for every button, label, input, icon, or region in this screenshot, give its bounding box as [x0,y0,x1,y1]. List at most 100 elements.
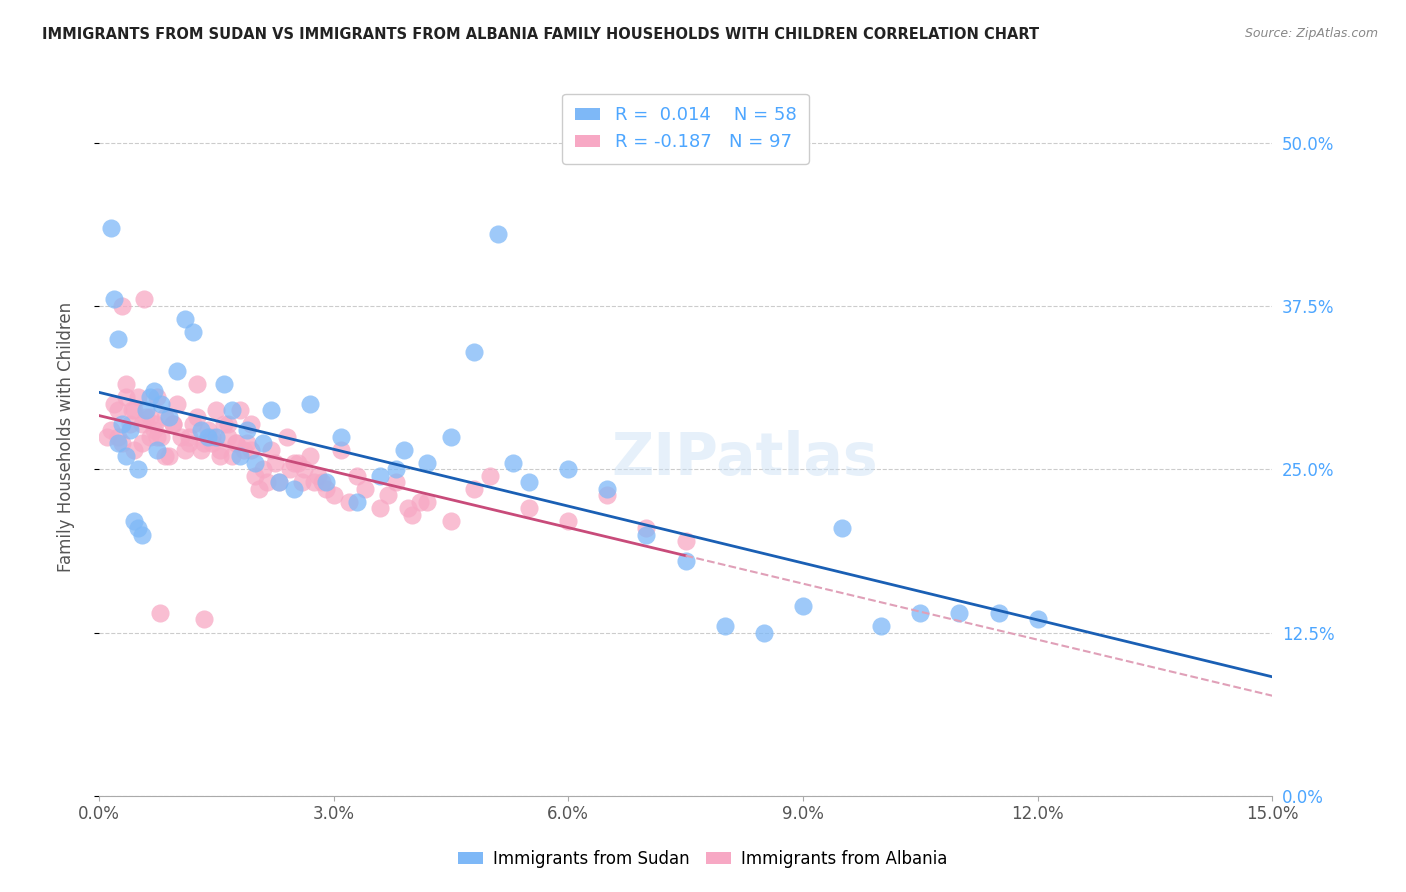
Point [948,606,970,620]
Point [247,482,270,496]
Point [107,403,129,417]
Point [100,423,122,437]
Point [190,423,212,437]
Y-axis label: Family Households with Children: Family Households with Children [58,301,75,572]
Point [107,429,129,443]
Point [138,409,160,424]
Point [181,325,204,339]
Point [131,527,153,541]
Point [173,442,195,457]
Point [162,417,184,431]
Point [217,417,239,431]
Point [111,417,134,431]
Point [636,521,658,535]
Point [236,436,259,450]
Point [201,429,224,443]
Point [149,606,172,620]
Point [100,220,122,235]
Point [287,456,309,470]
Point [138,391,160,405]
Point [260,442,283,457]
Point [122,403,145,417]
Text: Source: ZipAtlas.com: Source: ZipAtlas.com [1244,27,1378,40]
Point [502,456,524,470]
Point [263,456,285,470]
Point [177,429,200,443]
Point [209,442,232,457]
Point [138,429,160,443]
Text: IMMIGRANTS FROM SUDAN VS IMMIGRANTS FROM ALBANIA FAMILY HOUSEHOLDS WITH CHILDREN: IMMIGRANTS FROM SUDAN VS IMMIGRANTS FROM… [42,27,1039,42]
Point [330,429,353,443]
Point [127,462,149,476]
Point [166,397,188,411]
Point [131,436,153,450]
Text: ZIPatlas: ZIPatlas [612,430,877,487]
Point [392,442,415,457]
Point [205,429,228,443]
Point [346,495,368,509]
Point [150,429,173,443]
Point [197,423,219,437]
Point [675,534,697,549]
Point [127,391,149,405]
Point [193,436,215,450]
Point [212,417,235,431]
Point [276,429,298,443]
Point [107,332,129,346]
Point [225,436,247,450]
Point [831,521,853,535]
Point [134,293,156,307]
Point [142,384,165,398]
Point [115,449,138,463]
Point [162,417,184,431]
Point [232,442,254,457]
Point [353,482,375,496]
Legend: Immigrants from Sudan, Immigrants from Albania: Immigrants from Sudan, Immigrants from A… [451,844,955,875]
Point [299,397,322,411]
Point [486,227,509,242]
Point [370,501,392,516]
Point [292,462,315,476]
Point [209,449,232,463]
Point [752,625,775,640]
Point [236,423,259,437]
Point [107,436,129,450]
Point [416,495,439,509]
Point [315,475,337,490]
Point [146,429,169,443]
Point [181,417,204,431]
Point [115,391,138,405]
Point [267,475,290,490]
Point [155,449,177,463]
Point [122,515,145,529]
Point [120,417,142,431]
Point [1026,612,1049,626]
Point [479,468,502,483]
Point [517,501,540,516]
Point [143,417,166,431]
Point [370,468,392,483]
Point [346,468,368,483]
Point [177,436,200,450]
Point [291,475,314,490]
Point [135,409,157,424]
Point [193,612,215,626]
Point [408,495,430,509]
Point [311,475,333,490]
Point [155,409,177,424]
Point [385,475,408,490]
Point [240,417,263,431]
Point [675,554,697,568]
Point [146,391,169,405]
Point [792,599,814,614]
Point [283,456,305,470]
Point [127,521,149,535]
Point [228,403,250,417]
Point [225,436,247,450]
Point [186,377,208,392]
Point [121,403,143,417]
Legend: R =  0.014    N = 58, R = -0.187   N = 97: R = 0.014 N = 58, R = -0.187 N = 97 [562,94,808,164]
Point [240,442,263,457]
Point [245,468,267,483]
Point [260,403,283,417]
